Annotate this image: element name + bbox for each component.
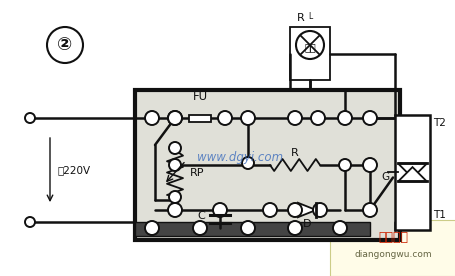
Circle shape	[310, 111, 324, 125]
Circle shape	[145, 111, 159, 125]
Circle shape	[295, 31, 324, 59]
Bar	[394, 115, 429, 230]
Text: ②: ②	[57, 36, 72, 54]
Text: www.dgyi.com: www.dgyi.com	[197, 152, 283, 164]
Circle shape	[362, 111, 376, 125]
Circle shape	[312, 203, 326, 217]
Bar	[188, 115, 211, 121]
Text: diangongwu.com: diangongwu.com	[354, 251, 431, 259]
Circle shape	[169, 191, 181, 203]
Circle shape	[332, 221, 346, 235]
Text: RP: RP	[190, 168, 204, 178]
Polygon shape	[397, 163, 426, 178]
Text: D: D	[302, 219, 311, 229]
Polygon shape	[397, 167, 426, 182]
Circle shape	[263, 203, 276, 217]
Bar	[329, 220, 455, 276]
Text: G: G	[380, 172, 388, 182]
Circle shape	[167, 111, 182, 125]
Text: R: R	[290, 148, 298, 158]
Bar	[135, 222, 369, 236]
Text: R: R	[297, 13, 304, 23]
Circle shape	[242, 157, 253, 169]
Circle shape	[192, 221, 207, 235]
Text: ～220V: ～220V	[58, 165, 91, 175]
Polygon shape	[298, 203, 315, 217]
Text: L: L	[307, 12, 312, 21]
Text: T1: T1	[432, 210, 445, 220]
Circle shape	[362, 203, 376, 217]
Circle shape	[288, 203, 301, 217]
Circle shape	[212, 203, 227, 217]
Circle shape	[338, 159, 350, 171]
Text: 电工之屋: 电工之屋	[377, 232, 407, 245]
Text: T2: T2	[432, 118, 445, 128]
Text: 负载: 负载	[303, 42, 315, 52]
Text: C: C	[197, 211, 205, 221]
Circle shape	[362, 158, 376, 172]
Circle shape	[241, 221, 254, 235]
Circle shape	[25, 113, 35, 123]
Circle shape	[167, 111, 182, 125]
Circle shape	[145, 221, 159, 235]
Circle shape	[217, 111, 232, 125]
Bar	[289, 27, 329, 80]
Text: FU: FU	[192, 91, 207, 104]
Circle shape	[167, 203, 182, 217]
Circle shape	[337, 111, 351, 125]
Circle shape	[169, 142, 181, 154]
Circle shape	[241, 111, 254, 125]
Circle shape	[288, 221, 301, 235]
Bar	[135, 90, 399, 240]
Circle shape	[25, 217, 35, 227]
Circle shape	[169, 159, 181, 171]
Circle shape	[288, 111, 301, 125]
